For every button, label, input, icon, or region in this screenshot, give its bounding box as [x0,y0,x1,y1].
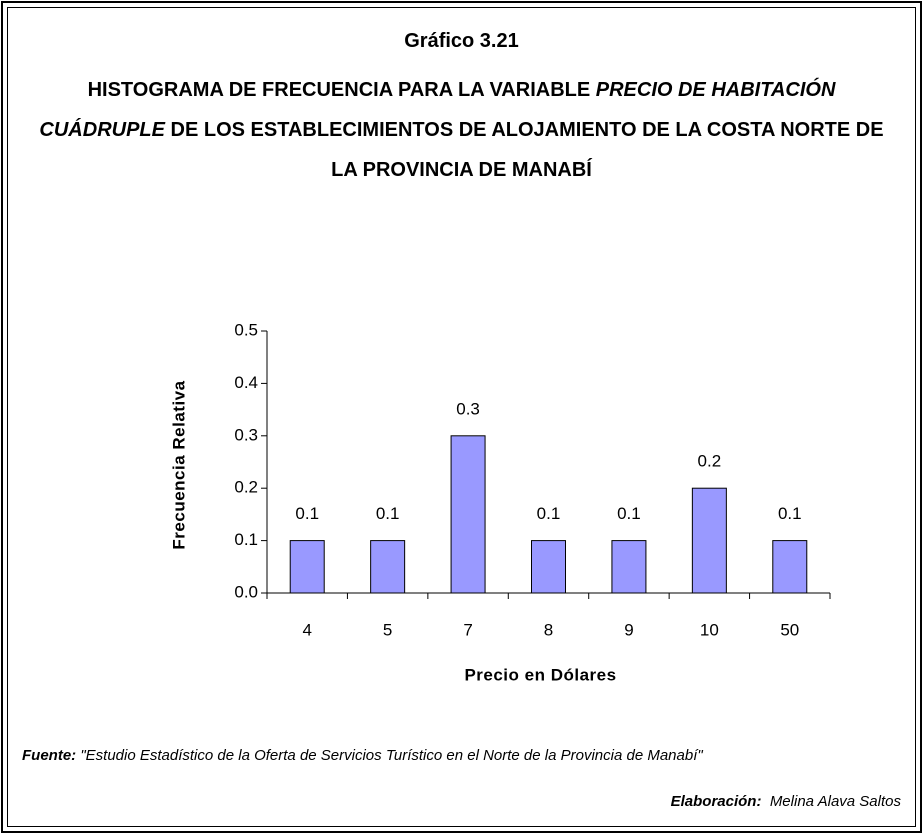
x-tick-label: 9 [624,620,633,639]
y-tick-label: 0.2 [234,478,258,497]
x-tick-label: 4 [302,620,311,639]
bar [289,540,325,594]
x-tick-label: 5 [383,620,392,639]
value-label: 0.1 [778,504,802,523]
y-tick-label: 0.1 [234,530,258,549]
bar [370,540,406,594]
value-label: 0.1 [617,504,641,523]
frame [7,7,916,827]
subtitle-part: DE LOS ESTABLECIMIENTOS DE ALOJAMIENTO D… [164,119,884,181]
y-tick-label: 0.0 [234,582,258,601]
source-text: "Estudio Estadístico de la Oferta de Ser… [80,747,703,764]
bar [531,540,566,594]
x-tick-label: 10 [700,620,719,639]
subtitle-part: HISTOGRAMA DE FRECUENCIA PARA LA VARIABL… [87,79,596,101]
bar [450,435,486,594]
x-axis-title: Precio en Dólares [464,665,616,684]
value-label: 0.1 [537,504,561,523]
x-tick-label: 8 [544,620,553,639]
credit-label: Elaboración: [670,793,762,810]
bar [611,540,647,594]
credit-note: Elaboración: Melina Alava Saltos [671,793,901,810]
bar [772,540,808,594]
y-tick-label: 0.5 [234,320,258,339]
y-tick-label: 0.3 [234,425,258,444]
value-label: 0.3 [456,399,480,418]
x-tick-label: 50 [780,620,799,639]
x-tick-label: 7 [463,620,472,639]
y-tick-label: 0.4 [234,373,258,392]
subtitle-part: PRECIO DE HABITACIÓN CUÁDRUPLE [39,79,836,141]
bar [691,487,727,594]
source-label: Fuente: [22,747,77,764]
value-label: 0.1 [295,504,319,523]
source-note: Fuente: "Estudio Estadístico de la Ofert… [22,746,902,766]
value-label: 0.1 [376,504,400,523]
credit-text: Melina Alava Saltos [769,793,901,810]
y-axis-title: Frecuencia Relativa [169,380,188,549]
value-label: 0.2 [698,452,722,471]
chart-subtitle: HISTOGRAMA DE FRECUENCIA PARA LA VARIABL… [28,70,895,190]
chart-title: Gráfico 3.21 [404,30,519,52]
